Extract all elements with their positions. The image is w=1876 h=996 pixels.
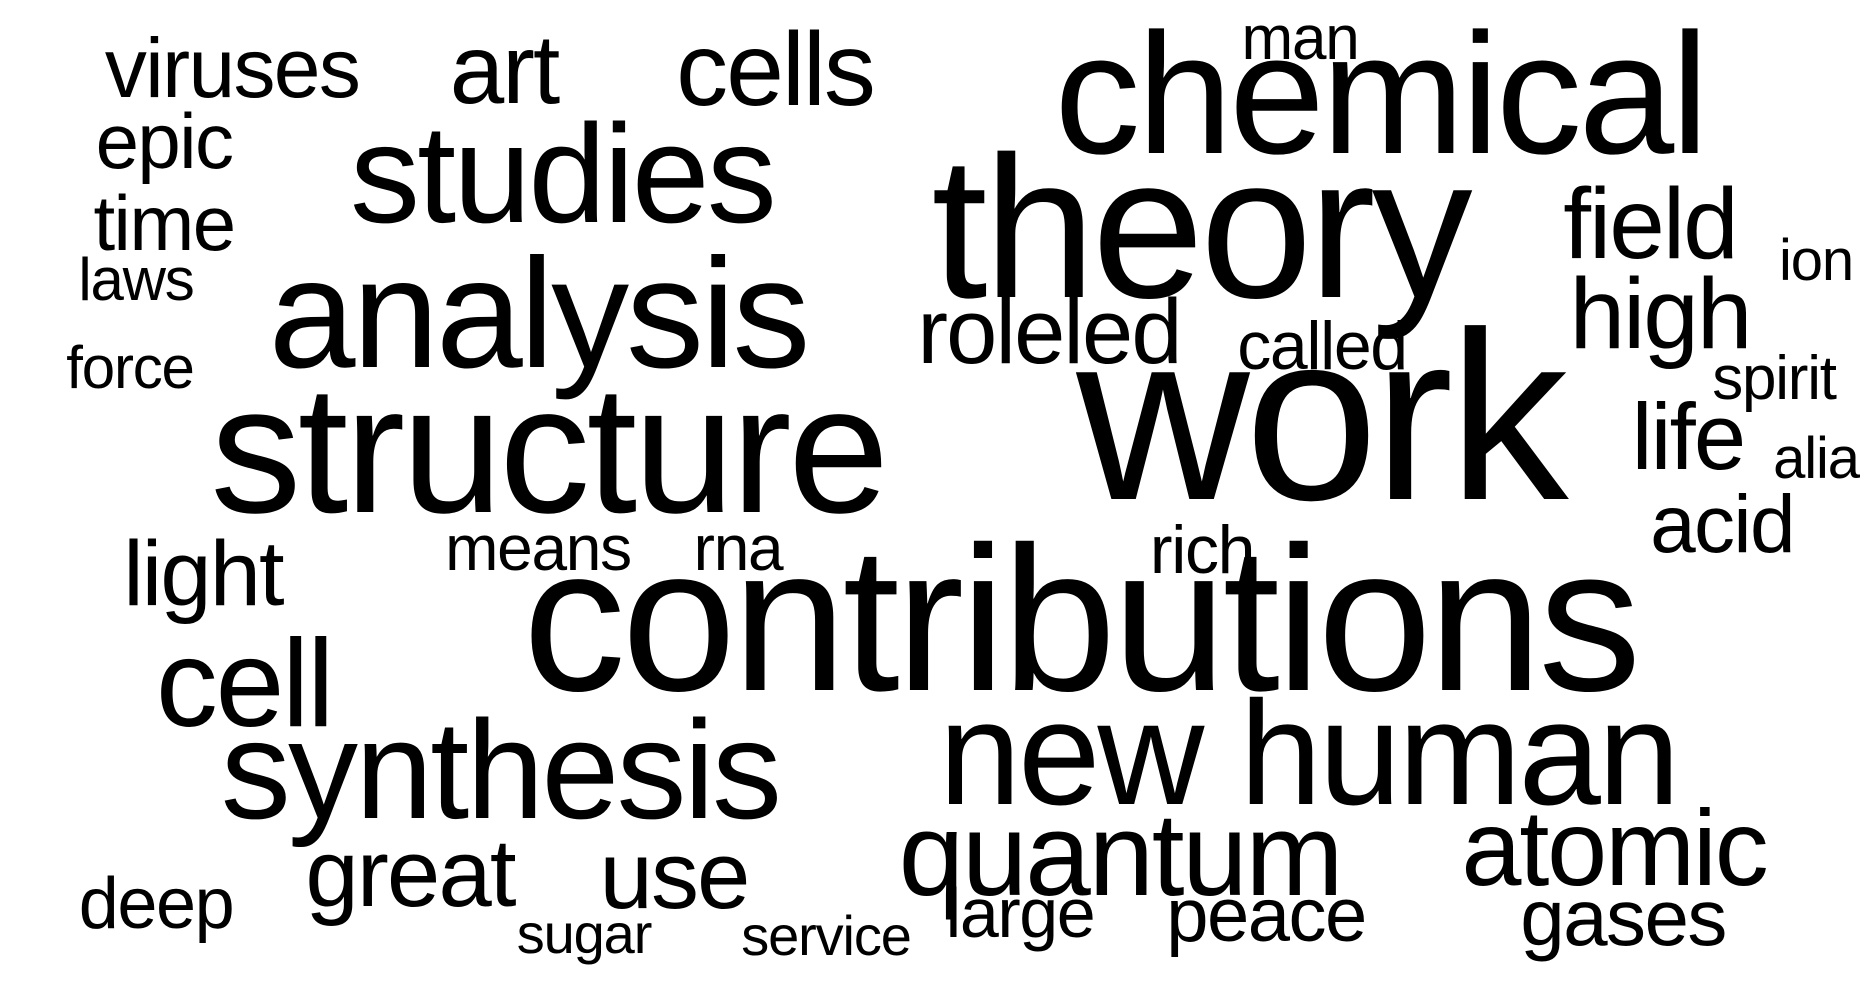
word-analysis: analysis [268,227,811,401]
word-work: work [1076,282,1568,550]
word-service: service [741,904,912,967]
word-contributions: contributions [522,504,1642,734]
word-gases: gases [1520,873,1727,962]
word-field: field [1563,168,1738,280]
word-theory: theory [931,114,1472,340]
word-time: time [93,179,236,267]
word-chemical: chemical [1054,0,1709,190]
word-peace: peace [1166,873,1367,958]
word-spirit: spirit [1712,344,1837,413]
word-synthesis: synthesis [220,691,782,848]
word-quantum: quantum [898,789,1344,921]
word-structure: structure [210,347,889,551]
word-epic: epic [95,97,234,185]
word-laws: laws [78,246,194,313]
word-large: large [945,874,1096,952]
word-means: means [445,512,632,584]
word-atomic: atomic [1461,787,1768,908]
word-rna: rna [693,512,784,584]
word-ion: ion [1779,228,1854,293]
word-called: called [1237,308,1408,384]
word-cells: cells [676,12,876,128]
word-force: force [66,334,195,401]
word-alia: alia [1773,426,1860,491]
word-cell: cell [155,615,335,753]
word-rich: rich [1149,512,1256,588]
word-new-human: new human [938,671,1680,836]
word-high: high [1569,258,1752,370]
word-sugar: sugar [516,902,653,965]
word-studies: studies [350,95,777,252]
word-great: great [305,820,516,927]
word-acid: acid [1650,479,1796,570]
word-use: use [599,822,750,929]
word-viruses: viruses [104,21,361,115]
word-roleled: roleled [917,281,1182,383]
word-man: man [1241,4,1360,73]
word-deep: deep [78,864,235,944]
word-art: art [449,14,560,124]
word-life: life [1631,384,1747,489]
word-light: light [123,523,284,625]
